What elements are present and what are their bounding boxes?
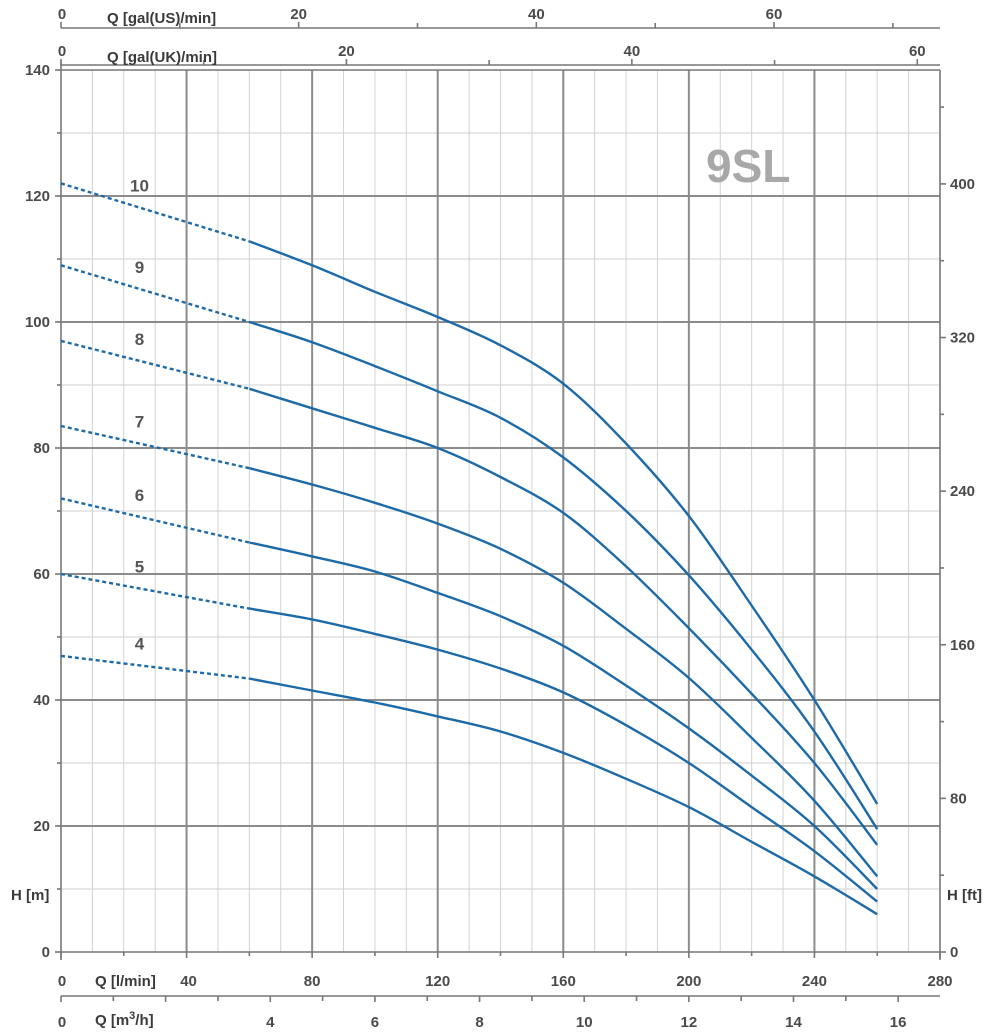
y-tick-label: 120	[25, 188, 50, 205]
x-tick-label: 80	[304, 973, 321, 990]
x-tick-label: 280	[927, 973, 952, 990]
curve-dashed-5	[60, 572, 250, 610]
m3h-axis-title: Q [m3/h]	[95, 1010, 154, 1029]
series-label-5: 5	[135, 557, 144, 576]
x-tick-label: 160	[551, 973, 576, 990]
m3h-tick-label: 16	[890, 1014, 907, 1031]
x-tick-label: 40	[180, 973, 197, 990]
y2-tick-label: 400	[950, 176, 975, 193]
curve-5	[249, 607, 878, 903]
y-axis-title: H [m]	[11, 887, 49, 904]
y-tick-label: 40	[33, 692, 50, 709]
series-label-8: 8	[135, 330, 144, 349]
uk-tick-label: 60	[909, 43, 926, 60]
x-axis-title: Q [l/min]	[95, 973, 156, 990]
x-tick-label: 120	[425, 973, 450, 990]
us-tick-label: 20	[290, 6, 307, 23]
us-tick-label: 0	[58, 6, 66, 23]
x-tick-label: 200	[676, 973, 701, 990]
performance-curves	[60, 182, 879, 916]
curve-8	[249, 387, 879, 846]
curve-dashed-6	[60, 497, 250, 544]
y-tick-label: 80	[33, 440, 50, 457]
curve-7	[249, 467, 879, 878]
curve-dashed-10	[60, 182, 250, 243]
y-tick-label: 0	[42, 944, 50, 961]
curve-dashed-4	[60, 654, 250, 680]
y-tick-label: 20	[33, 818, 50, 835]
curve-10	[248, 240, 879, 805]
series-labels: 4 5 6 7 8 9 10	[130, 177, 149, 654]
curve-4	[249, 677, 878, 916]
curve-dashed-9	[60, 264, 250, 324]
y2-tick-label: 240	[950, 483, 975, 500]
major-grid	[61, 70, 940, 952]
y-tick-label: 100	[25, 314, 50, 331]
m3h-tick-label: 0	[58, 1014, 66, 1031]
y-tick-label: 140	[25, 62, 50, 79]
series-label-9: 9	[135, 258, 144, 277]
top-us-axis-title: Q [gal(US)/min]	[107, 10, 216, 27]
us-tick-label: 60	[766, 6, 783, 23]
m3h-tick-label: 14	[785, 1014, 802, 1031]
series-label-7: 7	[135, 413, 144, 432]
top-uk-axis-title: Q [gal(UK)/min]	[107, 49, 217, 66]
y2-tick-label: 160	[950, 637, 975, 654]
series-label-6: 6	[135, 486, 144, 505]
y2-axis-title: H [ft]	[947, 887, 982, 904]
curve-dashed-7	[60, 424, 250, 470]
y2-tick-label: 0	[950, 944, 958, 961]
series-label-10: 10	[130, 177, 149, 196]
curve-dashed-8	[60, 339, 250, 390]
us-tick-label: 40	[528, 6, 545, 23]
uk-tick-label: 20	[338, 43, 355, 60]
y2-tick-label: 80	[950, 790, 967, 807]
m3h-tick-label: 8	[475, 1014, 483, 1031]
m3h-tick-label: 10	[576, 1014, 593, 1031]
model-label: 9SL	[706, 140, 790, 192]
uk-tick-label: 0	[58, 43, 66, 60]
uk-tick-label: 40	[624, 43, 641, 60]
m3h-tick-label: 4	[266, 1014, 275, 1031]
m3h-tick-label: 12	[681, 1014, 698, 1031]
curve-9	[249, 320, 879, 830]
tick-marks	[55, 22, 946, 1002]
y2-tick-label: 320	[950, 330, 975, 347]
x-tick-label: 0	[58, 973, 66, 990]
x-tick-label: 240	[802, 973, 827, 990]
y-tick-label: 60	[33, 566, 50, 583]
m3h-tick-label: 6	[371, 1014, 379, 1031]
curve-6	[249, 541, 879, 890]
series-label-4: 4	[135, 634, 145, 653]
